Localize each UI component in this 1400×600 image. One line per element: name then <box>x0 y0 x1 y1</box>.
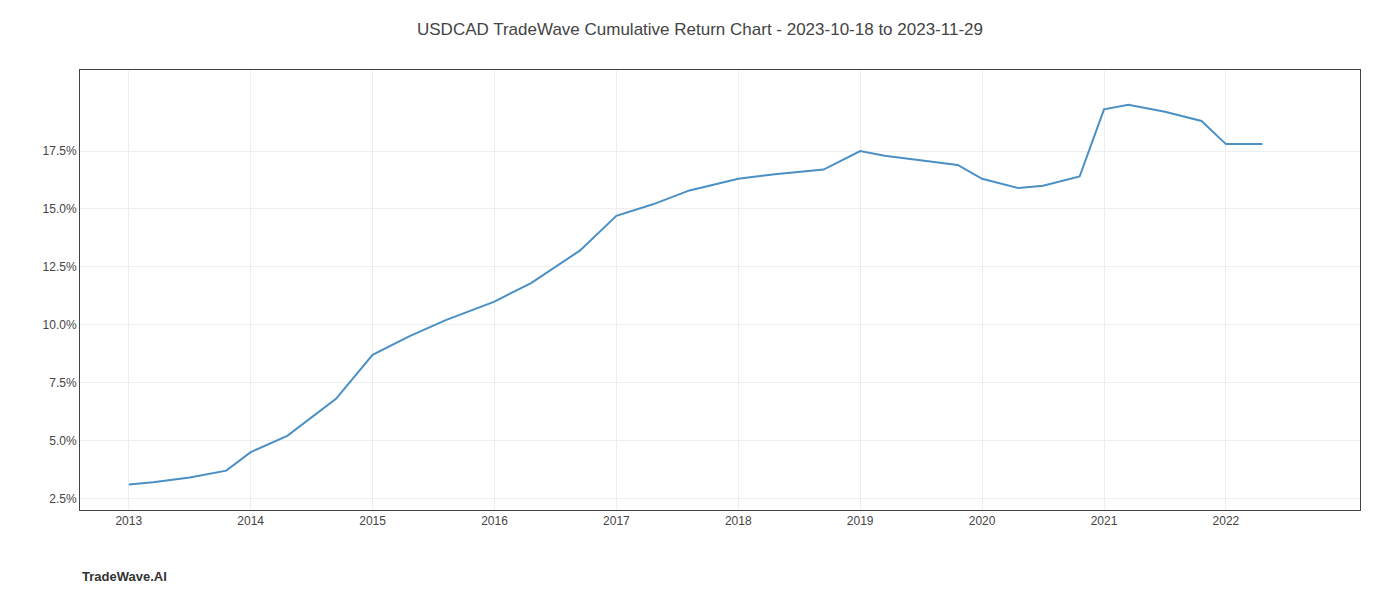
svg-text:2022: 2022 <box>1213 514 1240 528</box>
svg-text:10.0%: 10.0% <box>43 318 77 332</box>
svg-text:2015: 2015 <box>359 514 386 528</box>
svg-text:7.5%: 7.5% <box>49 376 77 390</box>
svg-text:12.5%: 12.5% <box>43 260 77 274</box>
svg-text:USDCAD TradeWave Cumulative Re: USDCAD TradeWave Cumulative Return Chart… <box>417 20 983 39</box>
svg-text:2016: 2016 <box>481 514 508 528</box>
svg-text:2014: 2014 <box>237 514 264 528</box>
svg-text:TradeWave.AI: TradeWave.AI <box>82 569 167 584</box>
svg-text:17.5%: 17.5% <box>43 144 77 158</box>
svg-text:5.0%: 5.0% <box>49 434 77 448</box>
svg-text:2018: 2018 <box>725 514 752 528</box>
svg-text:2017: 2017 <box>603 514 630 528</box>
svg-text:2.5%: 2.5% <box>49 492 77 506</box>
svg-text:2013: 2013 <box>115 514 142 528</box>
svg-text:2019: 2019 <box>847 514 874 528</box>
svg-text:2020: 2020 <box>969 514 996 528</box>
svg-text:2021: 2021 <box>1091 514 1118 528</box>
svg-text:15.0%: 15.0% <box>43 202 77 216</box>
